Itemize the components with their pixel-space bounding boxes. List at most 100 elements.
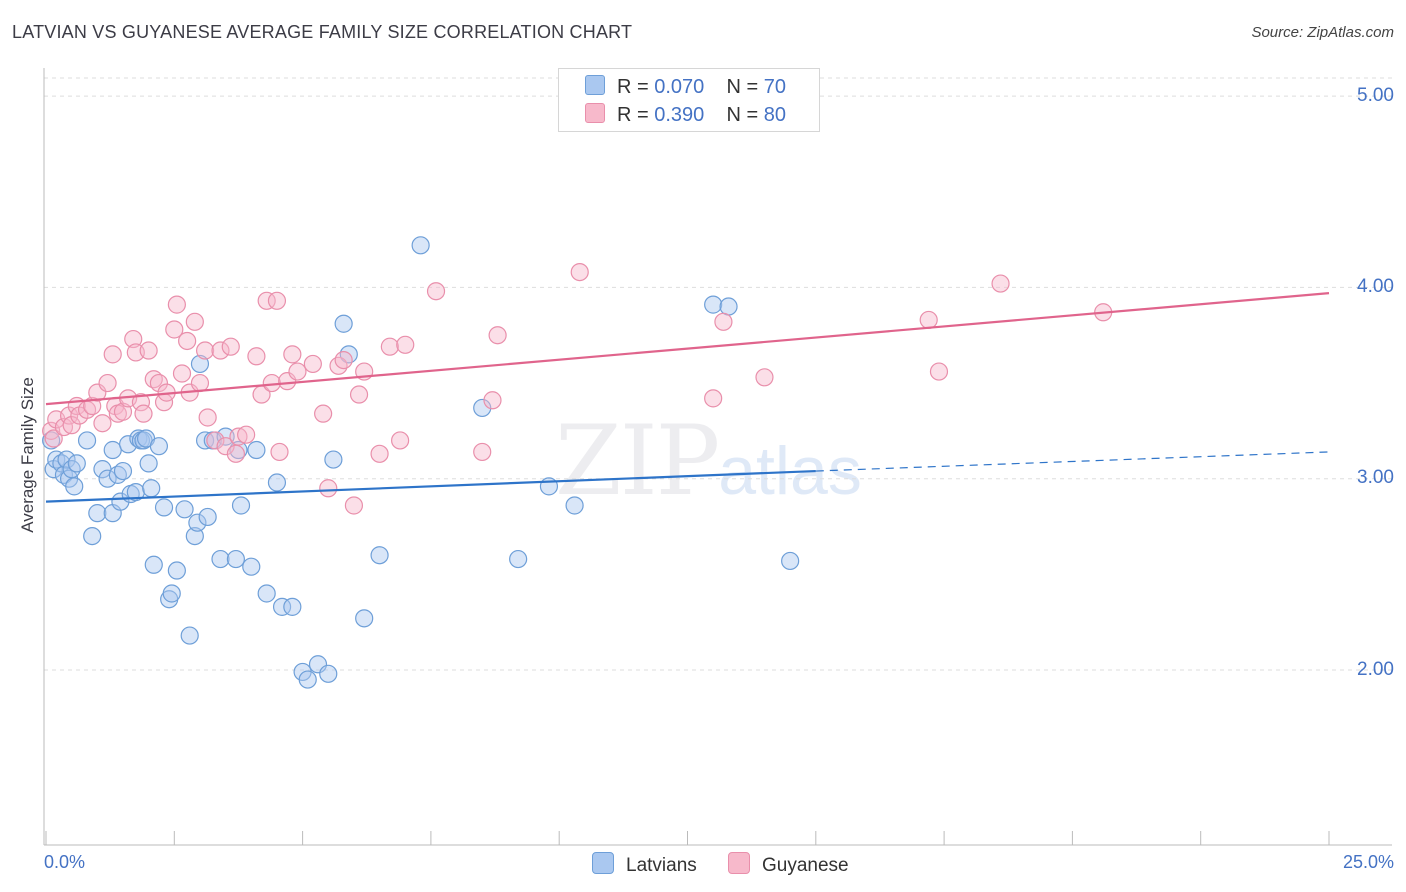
guyanese-point — [334, 350, 353, 370]
latvians-point — [126, 482, 145, 502]
correlation-legend: R = 0.070 N = 70 R = 0.390 N = 80 — [558, 68, 820, 132]
latvians-point — [77, 431, 97, 450]
latvians-point — [175, 500, 194, 519]
guyanese-point — [929, 362, 949, 381]
watermark-zip: ZIP — [555, 405, 720, 517]
latvians-point — [242, 557, 261, 576]
latvians-trend-line — [45, 469, 816, 503]
guyanese-point — [991, 274, 1010, 293]
latvians-point — [781, 551, 800, 571]
guyanese-point — [919, 310, 938, 330]
latvians-point — [154, 498, 174, 517]
latvians-point — [272, 597, 292, 616]
latvians-point — [298, 670, 317, 689]
guyanese-point — [190, 373, 210, 393]
latvians-legend-label: Latvians — [626, 855, 697, 876]
latvians-swatch — [592, 852, 614, 874]
legend-row-guyanese: R = 0.390 N = 80 — [585, 103, 787, 126]
guyanese-point — [704, 389, 723, 408]
y-tick-label: 5.00 — [1357, 85, 1394, 106]
guyanese-point — [167, 295, 186, 314]
guyanese-point — [62, 416, 81, 435]
axes — [43, 68, 1392, 846]
latvians-point — [198, 507, 217, 527]
latvians-point — [65, 477, 84, 496]
latvians-point — [195, 431, 215, 450]
latvians-point — [83, 526, 102, 546]
guyanese-swatch — [728, 852, 750, 874]
latvians-point — [67, 454, 86, 473]
guyanese-point — [172, 364, 192, 383]
x-tick-label-min: 0.0% — [44, 852, 86, 872]
latvians-points — [42, 236, 800, 689]
guyanese-point — [139, 341, 158, 360]
guyanese-point — [198, 408, 217, 427]
latvians-r-value: 0.070 — [654, 76, 705, 98]
latvians-point — [185, 526, 204, 546]
chart-title: LATVIAN VS GUYANESE AVERAGE FAMILY SIZE … — [12, 22, 633, 42]
latvians-point — [411, 236, 430, 255]
guyanese-point — [221, 337, 240, 356]
guyanese-point — [237, 425, 256, 444]
y-axis-label: Average Family Size — [18, 377, 37, 533]
latvians-n-value: 70 — [763, 76, 787, 98]
latvians-point — [42, 431, 61, 450]
guyanese-point — [314, 404, 333, 423]
guyanese-point — [44, 429, 63, 448]
guyanese-point — [257, 291, 276, 310]
latvians-point — [57, 450, 76, 469]
latvians-point — [180, 626, 199, 645]
guyanese-point — [391, 431, 410, 450]
guyanese-point — [426, 282, 446, 301]
latvians-point — [167, 561, 186, 580]
guyanese-point — [124, 329, 143, 349]
guyanese-point — [303, 354, 322, 374]
latvians-point — [704, 295, 723, 314]
guyanese-point — [134, 404, 153, 423]
n-label: N = — [726, 76, 759, 98]
guyanese-point — [206, 431, 225, 450]
guyanese-point — [396, 335, 415, 354]
latvians-point — [719, 297, 738, 316]
latvians-point — [190, 354, 210, 374]
latvians-point — [144, 555, 163, 574]
latvians-swatch — [585, 75, 605, 95]
guyanese-point — [211, 341, 230, 360]
legend-row-latvians: R = 0.070 N = 70 — [585, 75, 787, 98]
guyanese-point — [714, 312, 733, 331]
y-tick-label: 4.00 — [1357, 276, 1394, 297]
y-tick-label: 2.00 — [1357, 659, 1394, 680]
n-label: N = — [726, 104, 759, 126]
latvians-point — [247, 440, 266, 460]
guyanese-n-value: 80 — [763, 104, 787, 126]
latvians-point — [113, 461, 133, 481]
guyanese-point — [270, 442, 289, 462]
guyanese-point — [344, 496, 364, 515]
latvians-point — [283, 597, 302, 616]
latvians-point — [139, 454, 158, 473]
latvians-point — [355, 609, 374, 628]
guyanese-point — [103, 345, 122, 364]
source-credit: Source: ZipAtlas.com — [1251, 24, 1394, 41]
latvians-point — [334, 314, 353, 333]
guyanese-point — [329, 356, 348, 375]
latvians-point — [226, 549, 245, 569]
guyanese-point — [113, 402, 133, 421]
guyanese-point — [483, 391, 502, 410]
latvians-point — [339, 345, 358, 364]
guyanese-legend-label: Guyanese — [762, 855, 849, 876]
trend-lines — [45, 292, 1330, 503]
y-tick-label: 3.00 — [1357, 467, 1394, 488]
latvians-point — [370, 546, 389, 565]
guyanese-trend-line — [45, 292, 1330, 406]
guyanese-point — [226, 444, 245, 463]
guyanese-point — [570, 262, 589, 282]
guyanese-point — [185, 312, 204, 331]
latvians-point — [103, 440, 122, 460]
guyanese-point — [83, 396, 102, 416]
latvians-point — [88, 504, 107, 523]
latvians-point — [188, 513, 207, 532]
r-label: R = — [617, 76, 649, 98]
guyanese-point — [319, 479, 338, 498]
guyanese-point — [488, 326, 507, 345]
